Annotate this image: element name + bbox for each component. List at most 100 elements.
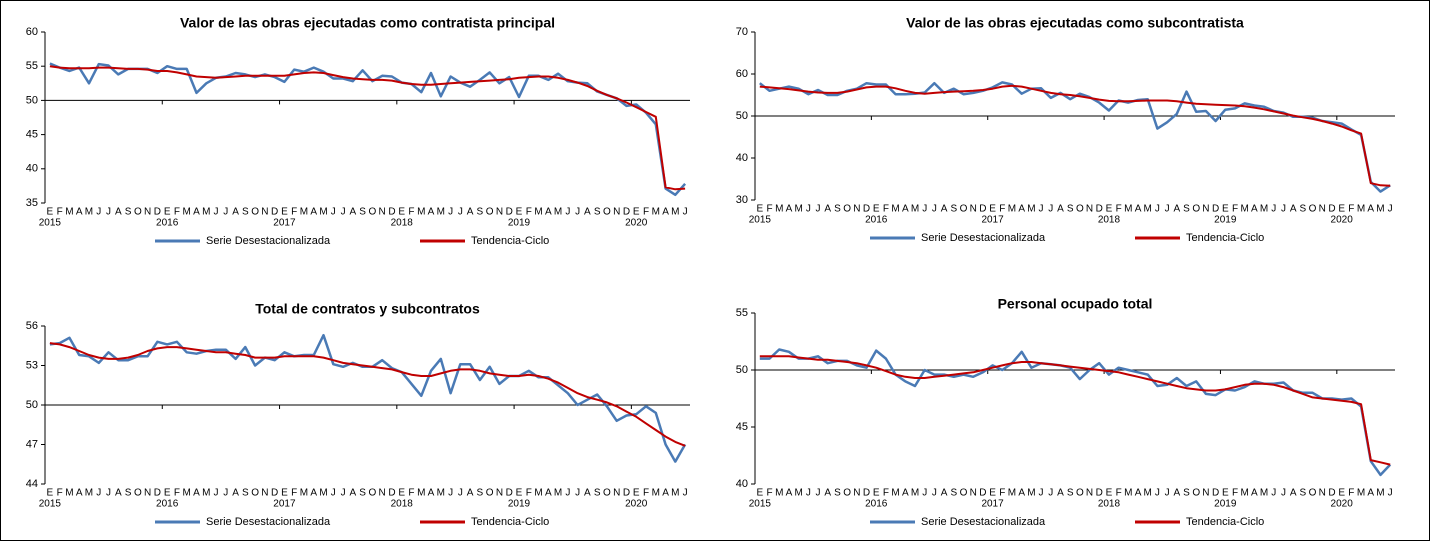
x-tick-label: S [950,488,957,499]
x-tick-label: N [496,488,503,499]
x-tick-label: D [979,204,986,215]
x-tick-label: M [1027,488,1035,499]
year-label: 2016 [865,499,888,510]
x-tick-label: A [1173,204,1180,215]
y-tick-label: 40 [26,163,38,175]
x-tick-label: S [1067,488,1074,499]
x-tick-label: F [1348,204,1354,215]
x-tick-label: N [496,207,503,218]
y-tick-label: 50 [26,94,38,106]
x-tick-label: O [843,204,851,215]
x-tick-label: F [766,204,772,215]
x-tick-label: E [1338,204,1345,215]
x-tick-label: M [437,207,445,218]
x-tick-label: O [368,488,376,499]
year-label: 2018 [391,499,414,510]
x-tick-label: J [96,488,101,499]
x-tick-label: F [999,488,1005,499]
data-line [759,348,1392,477]
x-tick-label: S [242,207,249,218]
x-tick-label: J [816,204,821,215]
x-tick-label: A [902,488,909,499]
x-tick-label: M [65,207,73,218]
x-tick-label: J [341,488,346,499]
x-tick-label: J [565,488,570,499]
x-tick-label: J [341,207,346,218]
x-tick-label: D [154,488,161,499]
x-tick-label: O [368,207,376,218]
x-tick-label: J [575,488,580,499]
x-tick-label: M [1376,204,1384,215]
x-tick-label: A [1018,488,1025,499]
x-tick-label: D [623,488,630,499]
x-tick-label: J [331,207,336,218]
year-label: 2017 [981,499,1004,510]
x-tick-label: N [1319,488,1326,499]
x-tick-label: S [1183,488,1190,499]
x-tick-label: A [232,207,239,218]
x-tick-label: F [643,207,649,218]
year-label: 2017 [273,499,296,510]
x-tick-label: S [594,207,601,218]
x-tick-label: M [1357,488,1365,499]
x-tick-label: E [757,488,764,499]
x-tick-label: S [242,488,249,499]
y-tick-label: 30 [736,194,748,206]
x-tick-label: M [775,488,783,499]
x-tick-label: O [1309,204,1317,215]
x-tick-label: M [1357,204,1365,215]
x-tick-label: J [1271,488,1276,499]
x-tick-label: M [437,488,445,499]
x-tick-label: J [806,204,811,215]
x-tick-label: N [379,207,386,218]
x-tick-label: A [310,488,317,499]
x-tick-label: J [214,207,219,218]
x-tick-label: S [477,207,484,218]
x-tick-label: M [911,204,919,215]
x-tick-label: A [1251,204,1258,215]
x-tick-label: M [671,488,679,499]
x-tick-label: J [96,207,101,218]
year-label: 2015 [39,499,62,510]
x-tick-label: J [1388,204,1393,215]
legend-label: Tendencia-Ciclo [1186,516,1264,528]
x-tick-label: J [1281,204,1286,215]
x-tick-label: M [417,488,425,499]
x-tick-label: J [1165,204,1170,215]
x-tick-label: A [1367,204,1374,215]
y-tick-label: 44 [26,478,38,490]
x-tick-label: M [911,488,919,499]
x-tick-label: N [144,488,151,499]
x-tick-label: J [1048,204,1053,215]
x-tick-label: D [506,207,513,218]
year-label: 2018 [1098,215,1121,226]
x-tick-label: A [545,488,552,499]
x-tick-label: M [417,207,425,218]
x-tick-label: S [1300,204,1307,215]
x-tick-label: J [223,207,228,218]
x-tick-label: S [125,207,132,218]
x-tick-label: S [359,207,366,218]
x-tick-label: D [1212,204,1219,215]
x-tick-label: A [115,207,122,218]
x-tick-label: N [1202,204,1209,215]
x-tick-label: F [643,488,649,499]
x-tick-label: N [853,204,860,215]
x-tick-label: S [1183,204,1190,215]
x-tick-label: A [824,204,831,215]
x-tick-label: O [603,488,611,499]
x-tick-label: F [526,207,532,218]
x-tick-label: D [388,207,395,218]
x-tick-label: A [902,204,909,215]
x-tick-label: O [251,207,259,218]
x-tick-label: S [477,488,484,499]
year-label: 2019 [508,218,531,229]
x-tick-label: M [554,488,562,499]
x-tick-label: E [989,204,996,215]
x-tick-label: J [816,488,821,499]
chart-title: Valor de las obras ejecutadas como contr… [180,15,555,31]
x-tick-label: M [1027,204,1035,215]
year-label: 2020 [1331,215,1354,226]
x-tick-label: J [223,488,228,499]
x-tick-label: A [193,488,200,499]
